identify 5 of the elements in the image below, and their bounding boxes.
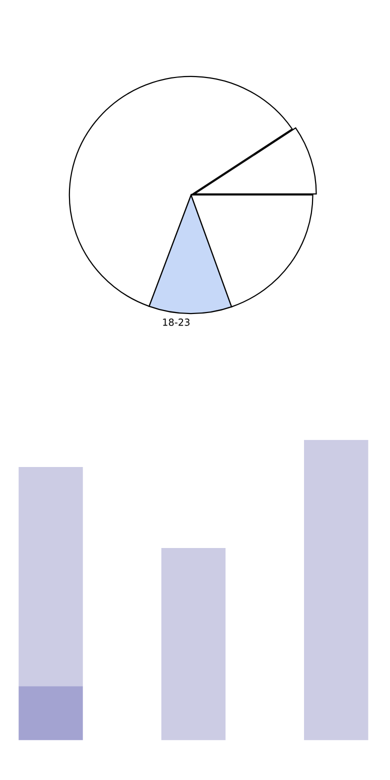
bar [161, 548, 226, 740]
bar [304, 440, 368, 740]
slice-label: 18-23 [163, 318, 190, 326]
bar [18, 466, 83, 686]
bar [18, 686, 83, 740]
